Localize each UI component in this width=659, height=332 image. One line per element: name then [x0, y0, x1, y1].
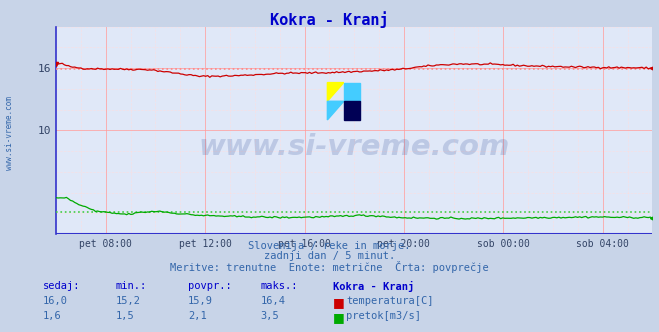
Text: Kokra - Kranj: Kokra - Kranj: [333, 281, 414, 291]
Text: pretok[m3/s]: pretok[m3/s]: [346, 311, 421, 321]
Text: min.:: min.:: [115, 281, 146, 290]
Polygon shape: [328, 101, 344, 120]
Text: ■: ■: [333, 311, 345, 324]
Text: sedaj:: sedaj:: [43, 281, 80, 290]
Text: www.si-vreme.com: www.si-vreme.com: [198, 133, 510, 161]
Text: 16,0: 16,0: [43, 296, 68, 306]
Text: povpr.:: povpr.:: [188, 281, 231, 290]
Text: www.si-vreme.com: www.si-vreme.com: [5, 96, 14, 170]
Text: zadnji dan / 5 minut.: zadnji dan / 5 minut.: [264, 251, 395, 261]
Text: ■: ■: [333, 296, 345, 309]
Polygon shape: [344, 83, 360, 101]
Text: 15,2: 15,2: [115, 296, 140, 306]
Polygon shape: [328, 83, 344, 101]
Text: 2,1: 2,1: [188, 311, 206, 321]
Text: Slovenija / reke in morje.: Slovenija / reke in morje.: [248, 241, 411, 251]
Text: 15,9: 15,9: [188, 296, 213, 306]
Text: 1,5: 1,5: [115, 311, 134, 321]
Text: 3,5: 3,5: [260, 311, 279, 321]
Polygon shape: [344, 101, 360, 120]
Text: temperatura[C]: temperatura[C]: [346, 296, 434, 306]
Text: Meritve: trenutne  Enote: metrične  Črta: povprečje: Meritve: trenutne Enote: metrične Črta: …: [170, 261, 489, 273]
Text: maks.:: maks.:: [260, 281, 298, 290]
Text: Kokra - Kranj: Kokra - Kranj: [270, 12, 389, 29]
Text: 16,4: 16,4: [260, 296, 285, 306]
Text: 1,6: 1,6: [43, 311, 61, 321]
